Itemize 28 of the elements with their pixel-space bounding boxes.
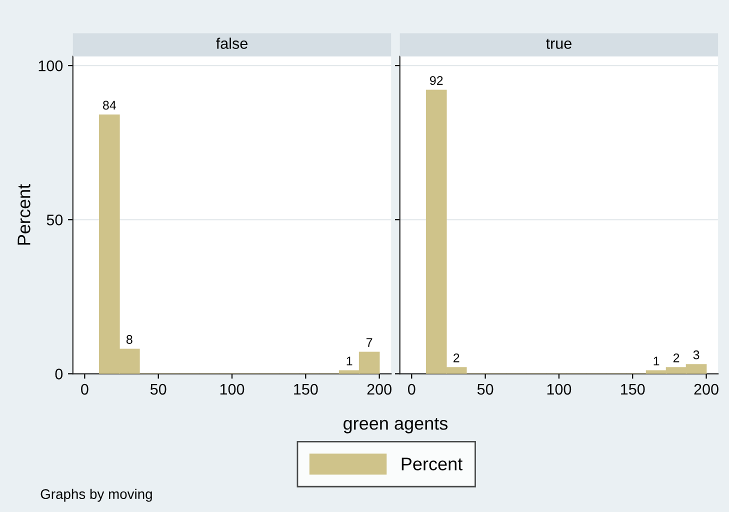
x-tick-label: 200 [367, 384, 392, 395]
x-tick-label: 200 [694, 384, 718, 395]
x-tick-label: 50 [477, 384, 494, 395]
y-tick-label: 100 [38, 60, 63, 72]
x-tick-label: 100 [547, 384, 572, 395]
text: 2 [454, 353, 460, 362]
chart-title: false [216, 38, 248, 49]
text: 2 [673, 353, 680, 362]
x-tick-label: 0 [81, 384, 88, 395]
legend-label: Percent [402, 458, 462, 470]
text: 1 [654, 356, 660, 366]
x-tick-label: 150 [294, 384, 318, 395]
x-tick-label: 150 [621, 384, 645, 395]
text: Graphs by moving [40, 488, 152, 502]
x-tick-label: 50 [150, 384, 166, 395]
text: 1 [346, 356, 352, 366]
x-tick-label: 0 [408, 384, 416, 395]
x-tick-label: 100 [220, 384, 244, 395]
text: 92 [430, 76, 443, 85]
y-tick-label: 50 [46, 214, 63, 226]
text: 8 [126, 335, 132, 344]
y-axis-title: Percent [18, 184, 30, 245]
text: 84 [103, 100, 116, 110]
y-tick-label: 0 [55, 368, 63, 380]
text: 3 [693, 350, 700, 360]
x-axis-title: green agents [344, 418, 448, 434]
text: 7 [366, 338, 372, 347]
chart-title: true [546, 38, 572, 49]
